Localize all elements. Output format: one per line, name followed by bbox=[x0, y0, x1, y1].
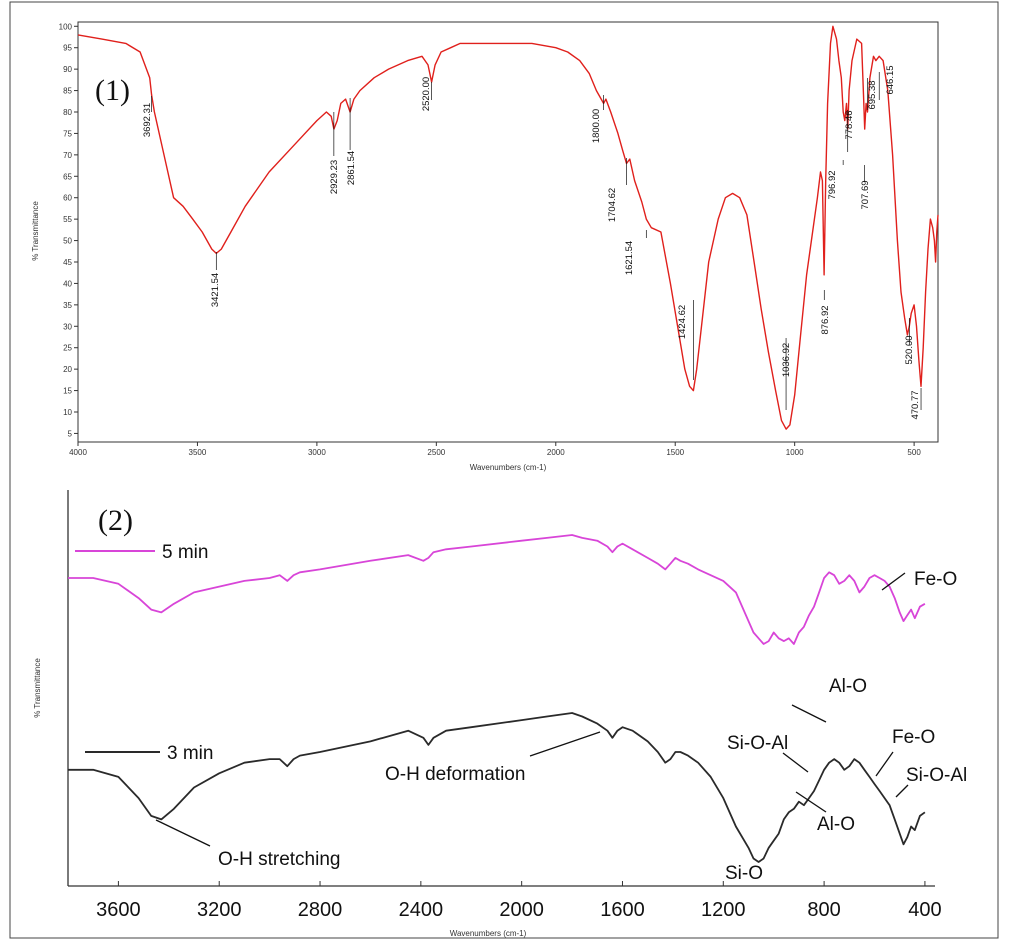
panel-1-plot-frame bbox=[77, 21, 939, 443]
x-tick-label: 1600 bbox=[600, 899, 645, 921]
oh-deformation-label: O-H deformation bbox=[385, 764, 525, 785]
x-tick-label: 1200 bbox=[701, 899, 746, 921]
peak-label: 2520.00 bbox=[421, 77, 432, 111]
oh-stretching-label: O-H stretching bbox=[218, 849, 340, 870]
panel-1-axes bbox=[77, 21, 939, 443]
panel-2-chart: 3600 3200 2800 2400 2000 1600 1200 800 400 (2) %… bbox=[33, 490, 967, 938]
al-o-label-3min: Al-O bbox=[817, 814, 855, 835]
legend-5min-label: 5 min bbox=[162, 542, 208, 563]
panel-2-axes bbox=[67, 490, 935, 887]
y-tick-label: 15 bbox=[63, 387, 72, 396]
panel-2-ticks: 3600 3200 2800 2400 2000 1600 1200 800 400 bbox=[96, 881, 942, 921]
x-tick-label: 2400 bbox=[399, 899, 444, 921]
x-tick-label: 3000 bbox=[308, 448, 326, 457]
y-tick-label: 70 bbox=[63, 151, 72, 160]
y-tick-label: 100 bbox=[59, 22, 73, 31]
panel-1-label: (1) bbox=[95, 74, 130, 107]
y-tick-label: 10 bbox=[63, 408, 72, 417]
peak-label: 1424.62 bbox=[677, 305, 688, 339]
panel-1-x-axis-label: Wavenumbers (cm-1) bbox=[470, 463, 547, 472]
panel-2-y-axis-label: % Transmittance bbox=[33, 658, 42, 718]
al-o-label-5min: Al-O bbox=[829, 676, 867, 697]
peak-label: 3421.54 bbox=[210, 273, 221, 307]
y-tick-label: 75 bbox=[63, 129, 72, 138]
x-tick-label: 2000 bbox=[547, 448, 565, 457]
panel-1-chart: 5 10 15 20 25 30 35 40 45 50 55 60 65 70 75 80 85 90 95 100… bbox=[31, 21, 939, 472]
peak-label: 778.46 bbox=[844, 110, 855, 139]
x-tick-label: 2000 bbox=[499, 899, 544, 921]
x-tick-label: 2500 bbox=[427, 448, 445, 457]
y-tick-label: 45 bbox=[63, 258, 72, 267]
peak-label: 646.15 bbox=[885, 65, 896, 94]
panel-1-y-axis-label: % Transmittance bbox=[31, 201, 40, 261]
si-o-al-leader-2 bbox=[895, 784, 909, 798]
spectrum-line-5min bbox=[68, 534, 926, 645]
y-tick-label: 85 bbox=[63, 87, 72, 96]
x-tick-label: 400 bbox=[908, 899, 941, 921]
y-tick-label: 55 bbox=[63, 215, 72, 224]
x-tick-label: 1500 bbox=[666, 448, 684, 457]
x-tick-label: 800 bbox=[807, 899, 840, 921]
al-o-leader-3min bbox=[795, 791, 827, 813]
y-tick-label: 90 bbox=[63, 65, 72, 74]
peak-label: 876.92 bbox=[820, 305, 831, 334]
y-tick-label: 35 bbox=[63, 301, 72, 310]
y-tick-label: 5 bbox=[68, 429, 73, 438]
x-tick-label: 3200 bbox=[197, 899, 242, 921]
peak-label: 1036.92 bbox=[781, 343, 792, 377]
oh-stretching-leader bbox=[155, 819, 211, 847]
panel-2-label: (2) bbox=[98, 504, 133, 537]
si-o-label: Si-O bbox=[725, 863, 763, 884]
si-o-al-label-2: Si-O-Al bbox=[906, 765, 967, 786]
fe-o-label-3min: Fe-O bbox=[892, 727, 935, 748]
panel-1-ticks: 5 10 15 20 25 30 35 40 45 50 55 60 65 70 75 80 85 90 95 100… bbox=[59, 22, 922, 457]
panel-1-series bbox=[77, 25, 939, 430]
panel-2-series bbox=[68, 534, 926, 863]
peak-label: 695.38 bbox=[867, 80, 878, 109]
fe-o-label-5min: Fe-O bbox=[914, 569, 957, 590]
peak-label: 2861.54 bbox=[346, 151, 357, 185]
si-o-al-leader-1 bbox=[782, 752, 809, 773]
peak-label: 470.77 bbox=[910, 390, 921, 419]
fe-o-leader-5min bbox=[881, 572, 906, 591]
peak-label: 520.00 bbox=[904, 335, 915, 364]
peak-label: 2929.23 bbox=[329, 160, 340, 194]
y-tick-label: 80 bbox=[63, 108, 72, 117]
x-tick-label: 3500 bbox=[189, 448, 207, 457]
y-tick-label: 30 bbox=[63, 322, 72, 331]
y-tick-label: 25 bbox=[63, 344, 72, 353]
x-tick-label: 1000 bbox=[786, 448, 804, 457]
y-tick-label: 50 bbox=[63, 237, 72, 246]
y-tick-label: 65 bbox=[63, 172, 72, 181]
y-tick-label: 40 bbox=[63, 279, 72, 288]
peak-label: 1800.00 bbox=[591, 109, 602, 143]
peak-label: 3692.31 bbox=[142, 103, 153, 137]
al-o-leader-5min bbox=[791, 704, 827, 723]
y-tick-label: 95 bbox=[63, 44, 72, 53]
panel-1-peak-labels: 3692.31 3421.54 2929.23 2861.54 2520.00 1800.… bbox=[142, 65, 922, 420]
si-o-al-label-1: Si-O-Al bbox=[727, 733, 788, 754]
x-tick-label: 4000 bbox=[69, 448, 87, 457]
peak-label: 707.69 bbox=[860, 180, 871, 209]
spectrum-line bbox=[77, 25, 939, 430]
x-tick-label: 2800 bbox=[298, 899, 343, 921]
spectrum-line-3min bbox=[68, 712, 926, 863]
figure-border bbox=[9, 1, 999, 939]
y-tick-label: 60 bbox=[63, 194, 72, 203]
oh-deformation-leader bbox=[529, 731, 601, 757]
peak-label: 1704.62 bbox=[607, 188, 618, 222]
peak-label: 796.92 bbox=[827, 170, 838, 199]
x-tick-label: 500 bbox=[907, 448, 921, 457]
x-tick-label: 3600 bbox=[96, 899, 141, 921]
panel-2-x-axis-label: Wavenumbers (cm-1) bbox=[450, 929, 527, 938]
y-tick-label: 20 bbox=[63, 365, 72, 374]
fe-o-leader-3min bbox=[875, 751, 894, 777]
legend-3min-label: 3 min bbox=[167, 743, 213, 764]
peak-label: 1621.54 bbox=[624, 241, 635, 275]
